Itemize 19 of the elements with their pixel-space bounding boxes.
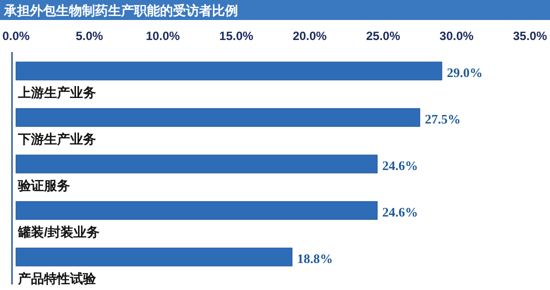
data-label: 24.6% bbox=[382, 204, 418, 220]
y-tick-label: 验证服务 bbox=[17, 178, 70, 193]
title: 承担外包生物制药生产职能的受访者比例 bbox=[4, 3, 238, 18]
data-label: 27.5% bbox=[424, 112, 461, 126]
x-tick-label: 0.0% bbox=[2, 29, 30, 43]
y-tick-label: 上游生产业务 bbox=[17, 85, 96, 100]
x-tick-label: 15.0% bbox=[219, 29, 254, 43]
data-label: 24.6% bbox=[382, 158, 418, 173]
x-tick-label: 10.0% bbox=[146, 29, 180, 43]
y-tick-label: 罐装/封装业务 bbox=[17, 224, 100, 240]
x-tick-label: 20.0% bbox=[292, 29, 328, 43]
y-tick-label: 产品特性试验 bbox=[17, 271, 97, 286]
x-tick-label: 30.0% bbox=[440, 29, 474, 43]
x-tick-label: 25.0% bbox=[366, 29, 400, 43]
y-tick-label: 下游生产业务 bbox=[17, 132, 96, 146]
x-tick-label: 35.0% bbox=[512, 29, 548, 43]
data-label: 29.0% bbox=[446, 65, 483, 80]
data-label: 18.8% bbox=[297, 251, 333, 266]
x-tick-label: 5.0% bbox=[76, 29, 104, 43]
